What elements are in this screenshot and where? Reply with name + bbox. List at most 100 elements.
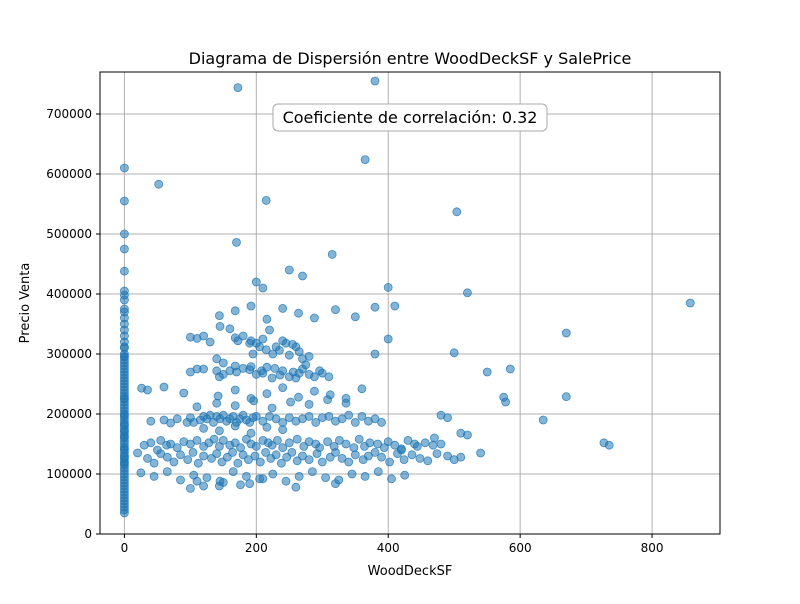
scatter-point [192, 435, 202, 445]
scatter-point [271, 414, 281, 424]
scatter-point [241, 471, 251, 481]
scatter-point [249, 396, 259, 406]
scatter-point [176, 475, 185, 485]
scatter-point [449, 348, 459, 358]
scatter-point [214, 311, 224, 321]
scatter-point [267, 403, 277, 413]
scatter-point [199, 364, 209, 374]
scatter-point [120, 266, 129, 276]
scatter-point [284, 350, 294, 360]
scatter-point [360, 471, 370, 481]
chart-title: Diagrama de Dispersión entre WoodDeckSF … [189, 49, 632, 68]
scatter-point [304, 411, 314, 421]
scatter-point [233, 458, 243, 468]
scatter-point [452, 207, 462, 217]
scatter-point [385, 457, 395, 467]
scatter-point [344, 457, 354, 467]
scatter-point [309, 313, 319, 323]
scatter-point [276, 458, 286, 468]
scatter-point [143, 453, 152, 463]
scatter-point [415, 453, 425, 463]
scatter-point [270, 363, 280, 373]
x-tick-label: 0 [121, 541, 129, 555]
annotation-text: Coeficiente de correlación: 0.32 [283, 108, 538, 127]
scatter-point [255, 457, 265, 467]
scatter-point [304, 351, 314, 361]
scatter-point [230, 385, 240, 395]
scatter-point [321, 473, 331, 483]
scatter-point [261, 195, 271, 205]
scatter-point [246, 301, 256, 311]
scatter-point [432, 449, 442, 459]
scatter-point [307, 467, 317, 477]
scatter-point [383, 282, 393, 292]
scatter-point [188, 447, 198, 457]
x-tick-label: 400 [377, 541, 400, 555]
scatter-point [162, 452, 172, 462]
scatter-point [205, 337, 215, 347]
scatter-point [215, 321, 225, 331]
scatter-point [261, 447, 271, 457]
scatter-point [323, 437, 333, 447]
scatter-point [185, 439, 195, 449]
scatter-point [172, 414, 182, 424]
scatter-point [236, 443, 245, 453]
scatter-point [272, 435, 282, 445]
scatter-point [407, 450, 417, 460]
scatter-point [149, 458, 159, 468]
x-tick-label: 600 [509, 541, 532, 555]
scatter-point [284, 265, 294, 275]
scatter-point [258, 283, 268, 293]
scatter-point [236, 480, 245, 490]
plot-frame [99, 71, 721, 535]
scatter-point [309, 372, 319, 382]
scatter-point [228, 467, 238, 477]
scatter-point [390, 440, 400, 450]
scatter-point [337, 414, 347, 424]
scatter-point [387, 474, 396, 484]
scatter-point [278, 425, 288, 435]
scatter-point [370, 414, 380, 424]
scatter-point [136, 468, 146, 478]
scatter-point [350, 450, 360, 460]
scatter-point [230, 401, 240, 411]
scatter-point [476, 448, 486, 458]
scatter-point [324, 372, 334, 382]
scatter-point [327, 249, 337, 259]
scatter-point [350, 417, 360, 427]
scatter-point [232, 237, 241, 247]
scatter-point [304, 399, 314, 409]
scatter-point [354, 434, 364, 444]
scatter-point [120, 295, 129, 305]
scatter-point [403, 435, 413, 445]
scatter-point [482, 367, 492, 377]
scatter-point [377, 452, 387, 462]
scatter-point [243, 455, 253, 465]
scatter-point [360, 155, 370, 165]
scatter-point [172, 443, 182, 453]
scatter-point [225, 324, 235, 334]
scatter-point [294, 392, 303, 402]
scatter-point [561, 328, 571, 338]
scatter-point [156, 449, 166, 459]
scatter-point [331, 447, 340, 457]
scatter-point [400, 470, 410, 480]
scatter-point [373, 467, 383, 477]
scatter-point [298, 271, 307, 281]
scatter-point [334, 435, 344, 445]
scatter-point [246, 428, 256, 438]
scatter-point [286, 397, 296, 407]
scatter-point [410, 439, 420, 449]
scatter-point [179, 388, 189, 398]
points-layer [120, 76, 695, 518]
y-tick-label: 0 [84, 527, 92, 541]
annotation-box [272, 103, 548, 132]
scatter-point [154, 179, 164, 189]
scatter-point [341, 398, 351, 408]
scatter-point [146, 438, 156, 448]
scatter-point [350, 312, 360, 322]
scatter-point [331, 305, 340, 315]
scatter-point [462, 430, 472, 440]
